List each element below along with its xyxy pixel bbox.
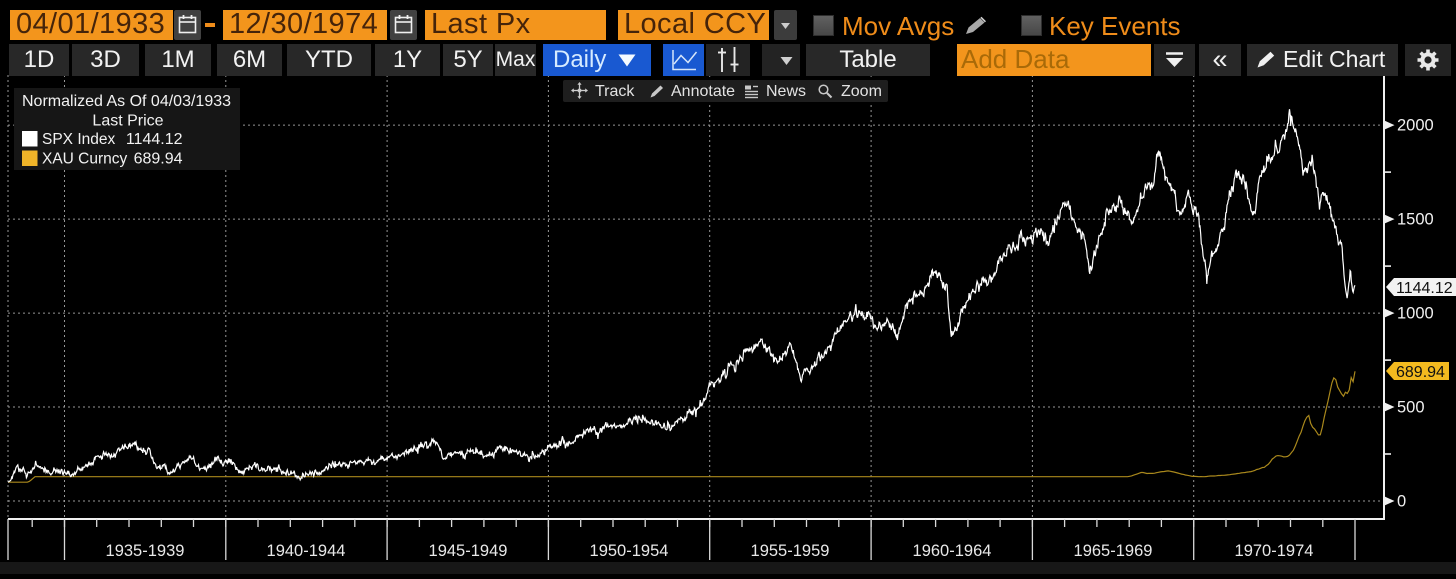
svg-text:1144.12: 1144.12 (126, 131, 183, 148)
svg-text:689.94: 689.94 (134, 151, 183, 168)
svg-text:Last Price: Last Price (92, 113, 163, 130)
svg-text:1935-1939: 1935-1939 (106, 542, 185, 560)
svg-text:1965-1969: 1965-1969 (1074, 542, 1153, 560)
svg-text:1960-1964: 1960-1964 (913, 542, 992, 560)
svg-text:0: 0 (1397, 493, 1406, 511)
svg-text:1500: 1500 (1397, 211, 1434, 229)
svg-text:XAU Curncy: XAU Curncy (42, 151, 128, 168)
svg-text:1940-1944: 1940-1944 (267, 542, 346, 560)
svg-text:Normalized As Of 04/03/1933: Normalized As Of 04/03/1933 (22, 93, 231, 110)
svg-text:1000: 1000 (1397, 305, 1434, 323)
svg-text:500: 500 (1397, 399, 1425, 417)
svg-text:SPX Index: SPX Index (42, 131, 115, 148)
svg-text:2000: 2000 (1397, 117, 1434, 135)
svg-text:1970-1974: 1970-1974 (1235, 542, 1314, 560)
svg-text:1955-1959: 1955-1959 (751, 542, 830, 560)
svg-text:1950-1954: 1950-1954 (590, 542, 669, 560)
svg-text:689.94: 689.94 (1396, 364, 1445, 381)
svg-text:1945-1949: 1945-1949 (429, 542, 508, 560)
svg-text:1144.12: 1144.12 (1396, 280, 1453, 297)
